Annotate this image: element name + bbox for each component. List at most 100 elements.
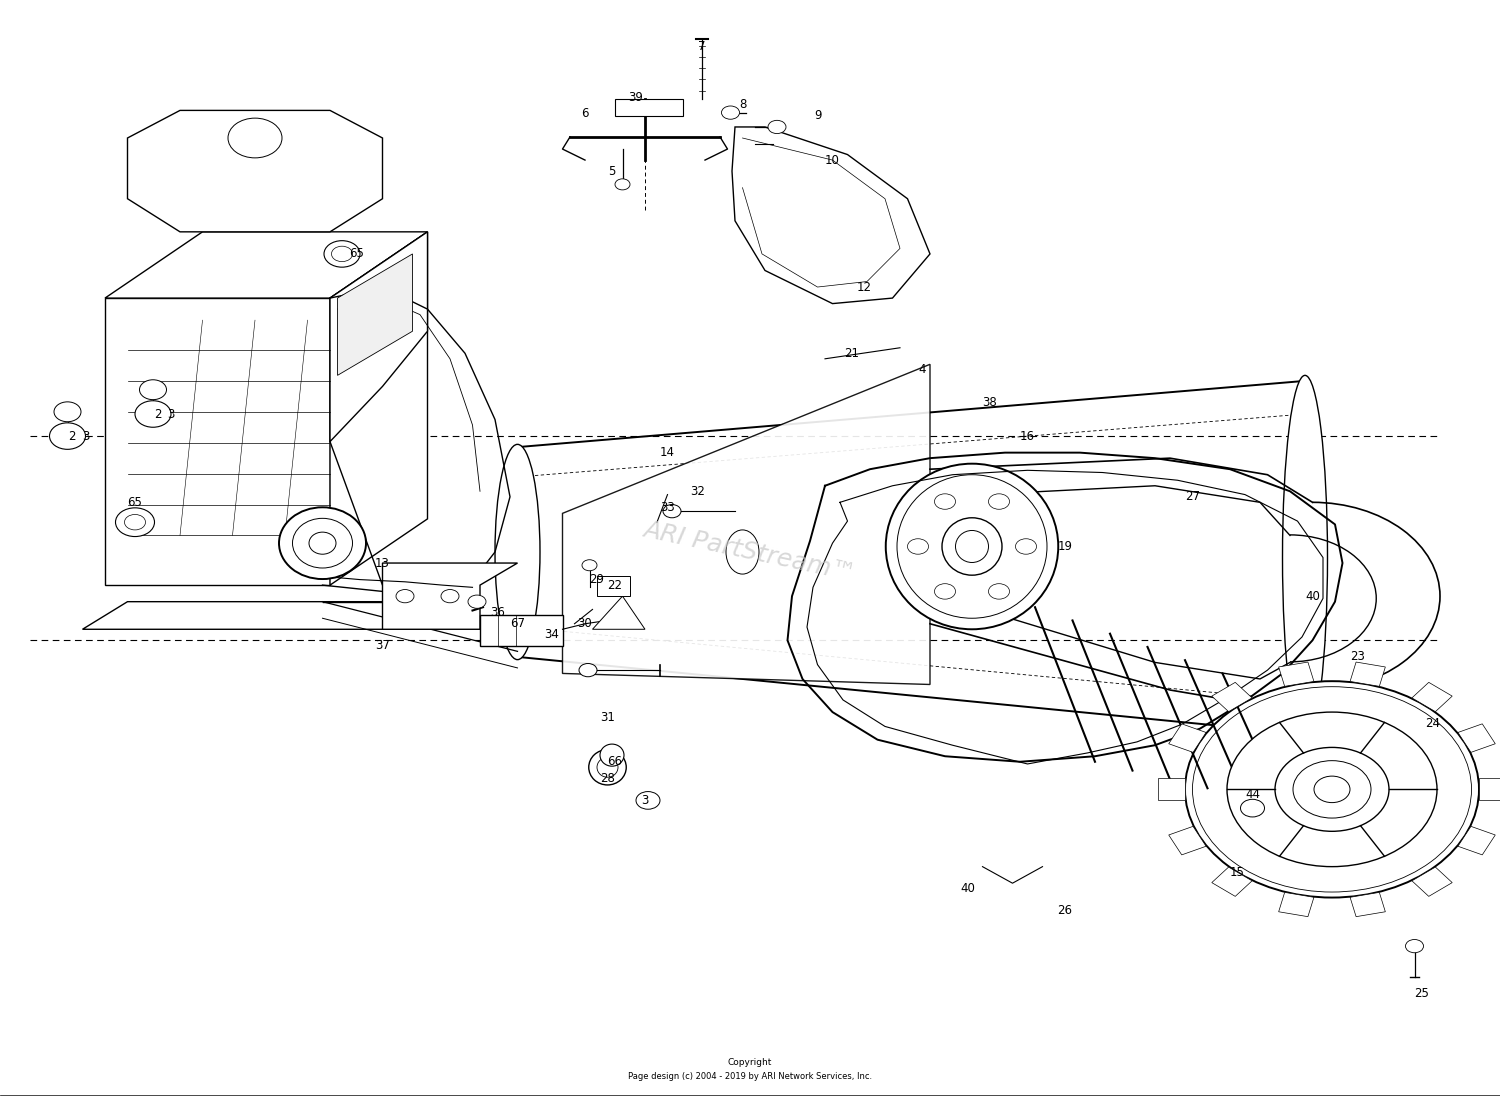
Text: 6: 6 (582, 107, 588, 120)
Circle shape (722, 106, 740, 119)
Circle shape (468, 595, 486, 608)
Polygon shape (1278, 892, 1314, 916)
Circle shape (124, 514, 146, 530)
Text: 36: 36 (490, 606, 506, 619)
Polygon shape (1458, 724, 1496, 752)
Text: 15: 15 (1230, 866, 1245, 879)
Polygon shape (382, 563, 518, 629)
Polygon shape (1168, 827, 1206, 854)
Circle shape (396, 590, 414, 603)
Polygon shape (1168, 724, 1206, 752)
Text: 21: 21 (844, 347, 859, 360)
Text: 22: 22 (608, 578, 622, 592)
Text: Copyright: Copyright (728, 1058, 772, 1066)
Circle shape (582, 560, 597, 571)
Circle shape (116, 508, 154, 537)
Circle shape (1293, 761, 1371, 818)
Circle shape (1016, 539, 1036, 554)
Ellipse shape (942, 518, 1002, 575)
Text: 16: 16 (1020, 429, 1035, 443)
Text: 3: 3 (168, 407, 174, 421)
Ellipse shape (495, 444, 540, 659)
Text: 31: 31 (600, 711, 615, 724)
Polygon shape (1412, 682, 1452, 712)
Polygon shape (105, 298, 330, 585)
Ellipse shape (726, 530, 759, 574)
Text: ARI PartStream™: ARI PartStream™ (642, 518, 858, 586)
Circle shape (1185, 681, 1479, 898)
Polygon shape (1458, 827, 1496, 854)
Circle shape (1240, 799, 1264, 817)
Circle shape (332, 246, 352, 262)
Text: 67: 67 (510, 617, 525, 630)
Text: 24: 24 (1425, 716, 1440, 730)
FancyBboxPatch shape (480, 615, 562, 646)
Polygon shape (615, 99, 682, 116)
Text: 44: 44 (1245, 788, 1260, 802)
Text: 2: 2 (153, 407, 162, 421)
Polygon shape (562, 364, 930, 684)
Polygon shape (82, 602, 480, 629)
Ellipse shape (956, 530, 988, 563)
Ellipse shape (292, 518, 352, 567)
Ellipse shape (1282, 375, 1328, 740)
Circle shape (441, 590, 459, 603)
Text: 2: 2 (69, 429, 75, 443)
Circle shape (636, 792, 660, 809)
Text: 4: 4 (918, 363, 926, 376)
Text: 5: 5 (609, 164, 615, 178)
Text: 30: 30 (578, 617, 592, 630)
Circle shape (324, 241, 360, 267)
Text: 10: 10 (825, 153, 840, 167)
Ellipse shape (600, 744, 624, 766)
Circle shape (228, 118, 282, 158)
Ellipse shape (897, 475, 1047, 618)
Polygon shape (330, 232, 427, 442)
Circle shape (908, 539, 928, 554)
Polygon shape (1158, 778, 1185, 800)
Circle shape (1406, 940, 1423, 953)
Text: 9: 9 (815, 109, 822, 123)
Text: 3: 3 (642, 794, 648, 807)
Text: 28: 28 (600, 772, 615, 785)
Circle shape (615, 179, 630, 190)
Circle shape (54, 402, 81, 422)
Circle shape (1314, 776, 1350, 803)
Text: 12: 12 (856, 280, 871, 294)
Text: 3: 3 (82, 429, 88, 443)
Text: 14: 14 (660, 446, 675, 459)
Polygon shape (597, 576, 630, 596)
Polygon shape (1479, 778, 1500, 800)
Polygon shape (592, 596, 645, 629)
Circle shape (1227, 712, 1437, 867)
Text: 19: 19 (1058, 540, 1072, 553)
Ellipse shape (588, 750, 627, 785)
Text: 23: 23 (1350, 650, 1365, 664)
Text: 40: 40 (1305, 590, 1320, 603)
Text: 25: 25 (1414, 987, 1430, 1000)
Polygon shape (330, 232, 427, 585)
Ellipse shape (597, 757, 618, 777)
Ellipse shape (309, 532, 336, 554)
Text: 8: 8 (740, 98, 746, 112)
Ellipse shape (885, 464, 1059, 629)
Polygon shape (1212, 682, 1252, 712)
Polygon shape (338, 254, 412, 375)
Polygon shape (1350, 662, 1386, 687)
Circle shape (50, 423, 86, 449)
Text: 40: 40 (960, 882, 975, 895)
Text: 7: 7 (698, 40, 705, 53)
Polygon shape (1278, 662, 1314, 687)
Circle shape (140, 380, 166, 400)
Text: 66: 66 (608, 755, 622, 768)
Polygon shape (105, 232, 427, 298)
Text: Page design (c) 2004 - 2019 by ARI Network Services, Inc.: Page design (c) 2004 - 2019 by ARI Netwo… (628, 1072, 872, 1081)
Polygon shape (732, 127, 930, 304)
Text: 26: 26 (1058, 904, 1072, 917)
Polygon shape (1350, 892, 1386, 916)
Text: 65: 65 (128, 496, 142, 509)
Text: 34: 34 (544, 628, 560, 641)
Circle shape (988, 584, 1010, 599)
Circle shape (1275, 747, 1389, 831)
Polygon shape (1212, 867, 1252, 896)
